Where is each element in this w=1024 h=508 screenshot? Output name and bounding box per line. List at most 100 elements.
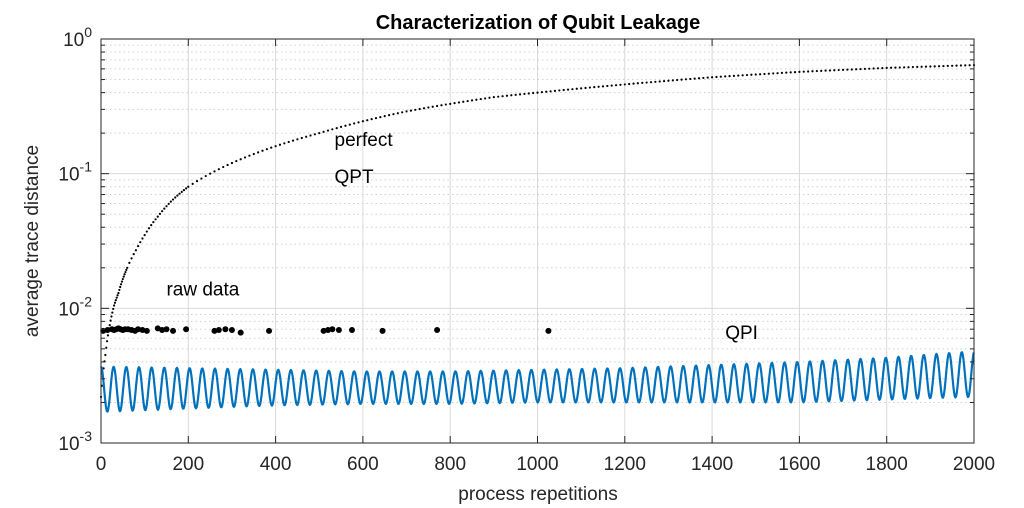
perfect-qpt-point (200, 177, 203, 180)
perfect-qpt-point (283, 142, 286, 145)
perfect-qpt-point (261, 149, 264, 152)
perfect-qpt-point (132, 253, 135, 256)
perfect-qpt-point (881, 67, 884, 70)
perfect-qpt-point (109, 319, 112, 322)
perfect-qpt-point (776, 72, 779, 75)
perfect-qpt-point (431, 105, 434, 108)
perfect-qpt-point (728, 75, 731, 78)
perfect-qpt-point (209, 172, 212, 175)
perfect-qpt-point (436, 104, 439, 108)
perfect-qpt-point (951, 64, 954, 67)
perfect-qpt-point (833, 69, 836, 72)
perfect-qpt-point (111, 311, 114, 314)
perfect-qpt-point (105, 346, 108, 349)
y-tick-label: 10-1 (58, 159, 92, 186)
perfect-qpt-point (924, 65, 928, 68)
perfect-qpt-point (807, 70, 810, 73)
perfect-qpt-point (422, 107, 426, 110)
annotation-raw-data: raw data (166, 279, 239, 300)
perfect-qpt-point (134, 249, 138, 252)
perfect-qpt-point (326, 129, 330, 132)
perfect-qpt-point (361, 120, 364, 123)
perfect-qpt-series (99, 64, 976, 398)
perfect-qpt-point (457, 101, 461, 104)
perfect-qpt-point (724, 75, 727, 78)
annotation-qpt: QPT (335, 167, 374, 188)
perfect-qpt-point (820, 69, 823, 72)
raw-data-point (545, 327, 552, 334)
perfect-qpt-point (868, 67, 871, 70)
perfect-qpt-point (697, 77, 701, 80)
perfect-qpt-point (230, 161, 234, 165)
perfect-qpt-point (187, 185, 190, 188)
x-tick-label: 400 (260, 454, 292, 475)
perfect-qpt-point (916, 65, 919, 69)
perfect-qpt-point (859, 67, 862, 71)
perfect-qpt-point (296, 138, 299, 141)
qpi-series-line (100, 351, 975, 413)
perfect-qpt-point (405, 110, 408, 113)
perfect-qpt-point (118, 288, 121, 292)
perfect-qpt-point (732, 74, 736, 77)
raw-data-point (222, 326, 229, 333)
perfect-qpt-point (841, 68, 845, 71)
perfect-qpt-point (706, 76, 709, 79)
raw-data-point (434, 327, 441, 334)
perfect-qpt-point (649, 81, 653, 84)
perfect-qpt-point (536, 91, 539, 94)
perfect-qpt-point (414, 108, 417, 111)
perfect-qpt-point (119, 285, 122, 289)
perfect-qpt-point (383, 115, 386, 118)
perfect-qpt-point (143, 233, 146, 237)
perfect-qpt-point (235, 159, 238, 163)
perfect-qpt-point (150, 224, 153, 227)
perfect-qpt-point (427, 106, 430, 109)
perfect-qpt-point (110, 315, 113, 318)
perfect-qpt-point (145, 230, 148, 233)
perfect-qpt-point (137, 244, 140, 248)
x-axis-label: process repetitions (458, 484, 617, 505)
perfect-qpt-point (257, 151, 260, 154)
perfect-qpt-point (339, 125, 343, 128)
perfect-qpt-point (767, 72, 770, 75)
perfect-qpt-point (501, 95, 504, 98)
perfect-qpt-point (798, 70, 801, 73)
perfect-qpt-point (114, 299, 117, 302)
perfect-qpt-point (619, 83, 622, 86)
perfect-qpt-point (929, 65, 932, 68)
perfect-qpt-point (248, 154, 251, 157)
raw-data-point (348, 327, 355, 334)
perfect-qpt-point (370, 118, 373, 121)
perfect-qpt-point (614, 84, 618, 87)
perfect-qpt-point (759, 73, 762, 76)
perfect-qpt-point (401, 111, 404, 114)
perfect-qpt-point (785, 71, 788, 74)
perfect-qpt-point (270, 146, 273, 149)
perfect-qpt-point (161, 210, 164, 213)
perfect-qpt-point (130, 257, 133, 260)
perfect-qpt-point (610, 84, 613, 87)
perfect-qpt-point (418, 107, 421, 111)
perfect-qpt-point (754, 73, 757, 76)
y-tick-label: 10-3 (58, 428, 92, 455)
perfect-qpt-point (763, 72, 766, 76)
perfect-qpt-point (104, 353, 107, 357)
perfect-qpt-point (597, 85, 600, 88)
perfect-qpt-point (671, 79, 674, 82)
perfect-qpt-point (645, 81, 648, 84)
perfect-qpt-point (141, 237, 144, 240)
x-tick-label: 1800 (866, 454, 908, 475)
perfect-qpt-point (780, 71, 784, 75)
perfect-qpt-point (158, 212, 162, 215)
perfect-qpt-point (409, 109, 413, 112)
perfect-qpt-point (518, 93, 522, 96)
perfect-qpt-point (968, 64, 971, 67)
perfect-qpt-point (167, 202, 170, 205)
perfect-qpt-point (147, 227, 151, 230)
perfect-qpt-point (357, 121, 360, 124)
raw-data-point (183, 326, 190, 333)
perfect-qpt-point (745, 73, 749, 77)
perfect-qpt-point (108, 324, 111, 327)
perfect-qpt-point (475, 98, 478, 101)
perfect-qpt-point (274, 145, 277, 148)
